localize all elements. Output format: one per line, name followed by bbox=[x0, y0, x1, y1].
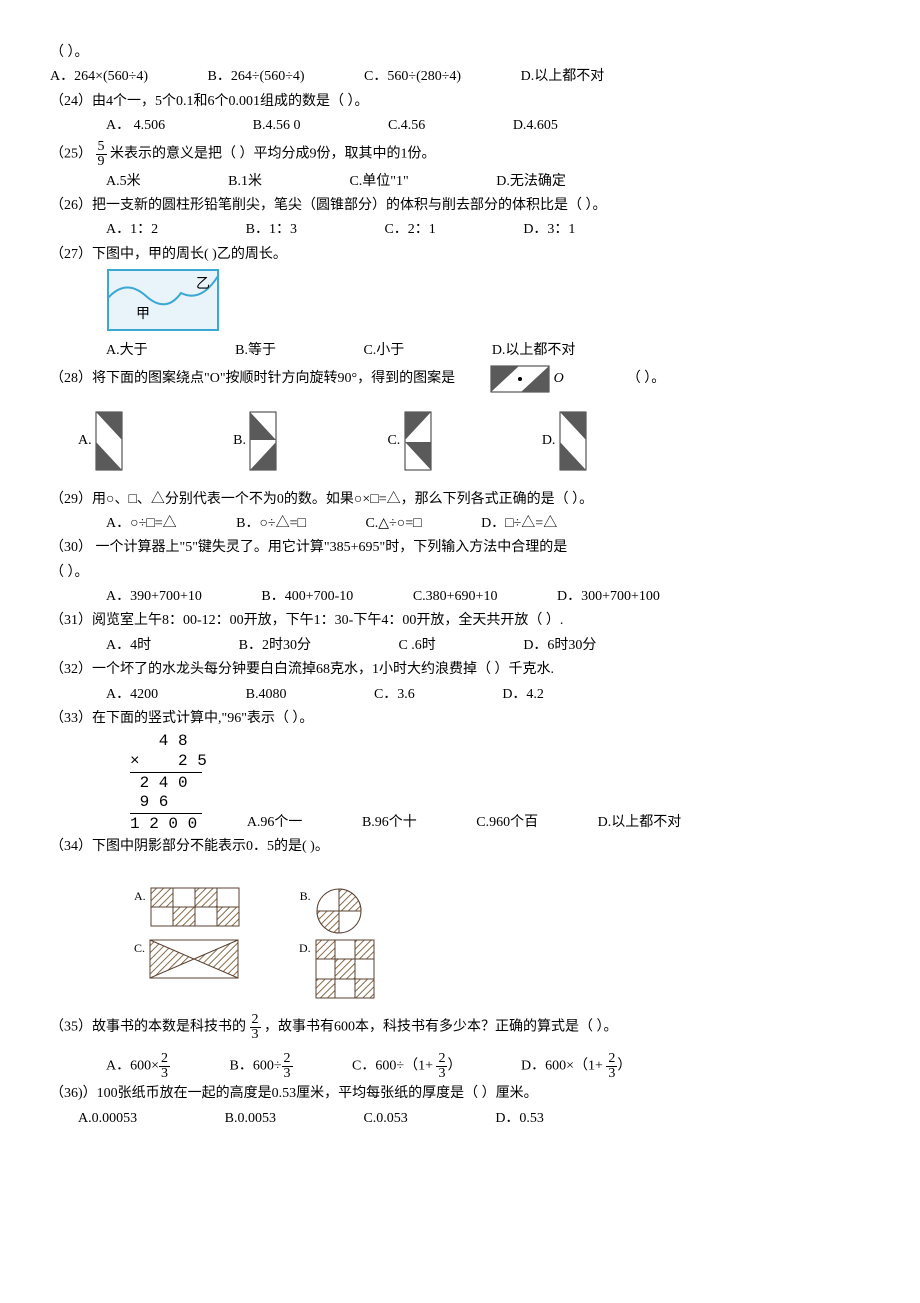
q24-options: A． 4.506 B.4.56 0 C.4.56 D.4.605 bbox=[50, 115, 870, 137]
q24-opt-b: B.4.56 0 bbox=[253, 115, 301, 137]
q31-opt-b: B．2时30分 bbox=[239, 635, 311, 657]
q27-figure: 乙 甲 bbox=[50, 268, 870, 338]
q24-opt-c: C.4.56 bbox=[388, 115, 425, 137]
q31-text: （31）阅览室上午8：00-12：00开放，下午1：30-下午4：00开放，全天… bbox=[50, 610, 870, 632]
q34-opt-d: D. bbox=[299, 939, 375, 999]
q25-opt-b: B.1米 bbox=[228, 171, 262, 193]
q32-opt-d: D．4.2 bbox=[502, 684, 544, 706]
q27-opt-a: A.大于 bbox=[106, 340, 148, 362]
q35-text: （35）故事书的本数是科技书的 23 ，故事书有600本，科技书有多少本？正确的… bbox=[50, 1013, 870, 1042]
q30-text-a: （30） 一个计算器上"5"键失灵了。用它计算"385+695"时，下列输入方法… bbox=[50, 537, 870, 559]
q28-options: A. B. C. D. bbox=[50, 411, 870, 471]
q28-opt-b: B. bbox=[233, 411, 277, 471]
q25-opt-a: A.5米 bbox=[106, 171, 141, 193]
q26-opt-b: B．1：3 bbox=[246, 219, 297, 241]
q23-opt-a: A．264×(560÷4) bbox=[50, 66, 148, 88]
q31-opt-d: D．6时30分 bbox=[523, 635, 596, 657]
q35-options: A．600×23 B．600÷23 C．600÷（1+ 23） D．600×（1… bbox=[50, 1052, 870, 1081]
q23-opt-d: D.以上都不对 bbox=[521, 66, 605, 88]
q34-text: （34）下图中阴影部分不能表示0．5的是( )。 bbox=[50, 836, 870, 858]
q25-fraction: 59 bbox=[96, 140, 107, 169]
q33-opt-d: D.以上都不对 bbox=[598, 812, 682, 834]
q27-label-yi: 乙 bbox=[196, 276, 210, 292]
header-partial: （ ）。 bbox=[50, 42, 870, 64]
q23-options: A．264×(560÷4) B．264÷(560÷4) C．560÷(280÷4… bbox=[50, 66, 870, 88]
q25-options: A.5米 B.1米 C.单位"1" D.无法确定 bbox=[50, 171, 870, 193]
q24-text: （24）由4个一，5个0.1和6个0.001组成的数是（ ）。 bbox=[50, 91, 870, 113]
q35-opt-d: D．600×（1+ 23） bbox=[521, 1052, 631, 1081]
q30-opt-c: C.380+690+10 bbox=[413, 586, 498, 608]
q25-post: 米表示的意义是把（ ）平均分成9份，取其中的1份。 bbox=[110, 146, 436, 161]
q24-opt-d: D.4.605 bbox=[513, 115, 558, 137]
q35-opt-b: B．600÷23 bbox=[230, 1052, 293, 1081]
q27-text: （27）下图中，甲的周长( )乙的周长。 bbox=[50, 244, 870, 266]
q35-fraction: 23 bbox=[250, 1013, 261, 1042]
q36-opt-b: B.0.0053 bbox=[225, 1108, 276, 1130]
q29-opt-a: A．○÷□=△ bbox=[106, 513, 177, 535]
q31-options: A．4时 B．2时30分 C .6时 D．6时30分 bbox=[50, 635, 870, 657]
q33-options: A.96个一 B.96个十 C.960个百 D.以上都不对 bbox=[247, 812, 681, 834]
q25-text: （25） 59 米表示的意义是把（ ）平均分成9份，取其中的1份。 bbox=[50, 140, 870, 169]
q24-opt-a: A． 4.506 bbox=[106, 115, 165, 137]
q28-opt-c: C. bbox=[387, 411, 431, 471]
q35-opt-a: A．600×23 bbox=[106, 1052, 170, 1081]
q27-opt-d: D.以上都不对 bbox=[492, 340, 576, 362]
q27-svg: 乙 甲 bbox=[106, 268, 226, 338]
q33-vertical-calc: 4 8 × 2 5 2 4 0 9 6 1 2 0 0 bbox=[130, 732, 207, 834]
q33-opt-c: C.960个百 bbox=[476, 812, 538, 834]
q26-text: （26）把一支新的圆柱形铅笔削尖，笔尖（圆锥部分）的体积与削去部分的体积比是（ … bbox=[50, 195, 870, 217]
q26-opt-c: C．2：1 bbox=[384, 219, 435, 241]
q33-opt-b: B.96个十 bbox=[362, 812, 417, 834]
q31-opt-c: C .6时 bbox=[398, 635, 435, 657]
q31-opt-a: A．4时 bbox=[106, 635, 151, 657]
q30-opt-a: A．390+700+10 bbox=[106, 586, 202, 608]
q28-opt-a: A. bbox=[78, 411, 123, 471]
q26-opt-d: D．3：1 bbox=[523, 219, 575, 241]
q30-options: A．390+700+10 B．400+700-10 C.380+690+10 D… bbox=[50, 586, 870, 608]
q32-opt-b: B.4080 bbox=[246, 684, 287, 706]
q23-opt-c: C．560÷(280÷4) bbox=[364, 66, 461, 88]
q34-opt-a: A. bbox=[134, 887, 240, 927]
q28-opt-d: D. bbox=[542, 411, 587, 471]
q34-opt-b: B. bbox=[300, 887, 363, 935]
q27-opt-c: C.小于 bbox=[363, 340, 404, 362]
q27-label-jia: 甲 bbox=[136, 307, 150, 322]
q28-stem-icon bbox=[490, 365, 550, 393]
q29-opt-d: D．□÷△=△ bbox=[481, 513, 557, 535]
q35-opt-c: C．600÷（1+ 23） bbox=[352, 1052, 461, 1081]
q25-opt-c: C.单位"1" bbox=[349, 171, 408, 193]
q30-text-b: （ ）。 bbox=[50, 562, 870, 584]
q30-opt-d: D．300+700+100 bbox=[557, 586, 660, 608]
q36-opt-a: A.0.00053 bbox=[78, 1108, 137, 1130]
q29-opt-b: B．○÷△=□ bbox=[236, 513, 306, 535]
q23-opt-b: B．264÷(560÷4) bbox=[208, 66, 305, 88]
q36-opt-d: D．0.53 bbox=[495, 1108, 544, 1130]
q29-opt-c: C.△÷○=□ bbox=[365, 513, 421, 535]
q36-options: A.0.00053 B.0.0053 C.0.053 D．0.53 bbox=[50, 1108, 870, 1130]
q32-options: A．4200 B.4080 C．3.6 D．4.2 bbox=[50, 684, 870, 706]
q29-options: A．○÷□=△ B．○÷△=□ C.△÷○=□ D．□÷△=△ bbox=[50, 513, 870, 535]
q32-opt-c: C．3.6 bbox=[374, 684, 415, 706]
q29-text: （29）用○、□、△分别代表一个不为0的数。如果○×□=△，那么下列各式正确的是… bbox=[50, 489, 870, 511]
q34-figures: A. B. C. bbox=[134, 861, 870, 999]
q25-opt-d: D.无法确定 bbox=[496, 171, 566, 193]
q26-opt-a: A．1：2 bbox=[106, 219, 158, 241]
q32-text: （32）一个坏了的水龙头每分钟要白白流掉68克水，1小时大约浪费掉（ ）千克水. bbox=[50, 659, 870, 681]
q32-opt-a: A．4200 bbox=[106, 684, 158, 706]
q36-opt-c: C.0.053 bbox=[363, 1108, 407, 1130]
q36-text: （36)）100张纸币放在一起的高度是0.53厘米，平均每张纸的厚度是（ ）厘米… bbox=[50, 1083, 870, 1105]
q26-options: A．1：2 B．1：3 C．2：1 D．3：1 bbox=[50, 219, 870, 241]
q33-opt-a: A.96个一 bbox=[247, 812, 303, 834]
q33-text: （33）在下面的竖式计算中,"96"表示（ ）。 bbox=[50, 708, 870, 730]
q28-O-label: O bbox=[554, 371, 564, 386]
q27-options: A.大于 B.等于 C.小于 D.以上都不对 bbox=[50, 340, 870, 362]
q28-text: （28）将下面的图案绕点"O"按顺时针方向旋转90°，得到的图案是 O （ ）。 bbox=[50, 365, 870, 393]
q34-opt-c: C. bbox=[134, 939, 239, 979]
q27-opt-b: B.等于 bbox=[235, 340, 276, 362]
q30-opt-b: B．400+700-10 bbox=[261, 586, 353, 608]
q25-pre: （25） bbox=[50, 146, 92, 161]
